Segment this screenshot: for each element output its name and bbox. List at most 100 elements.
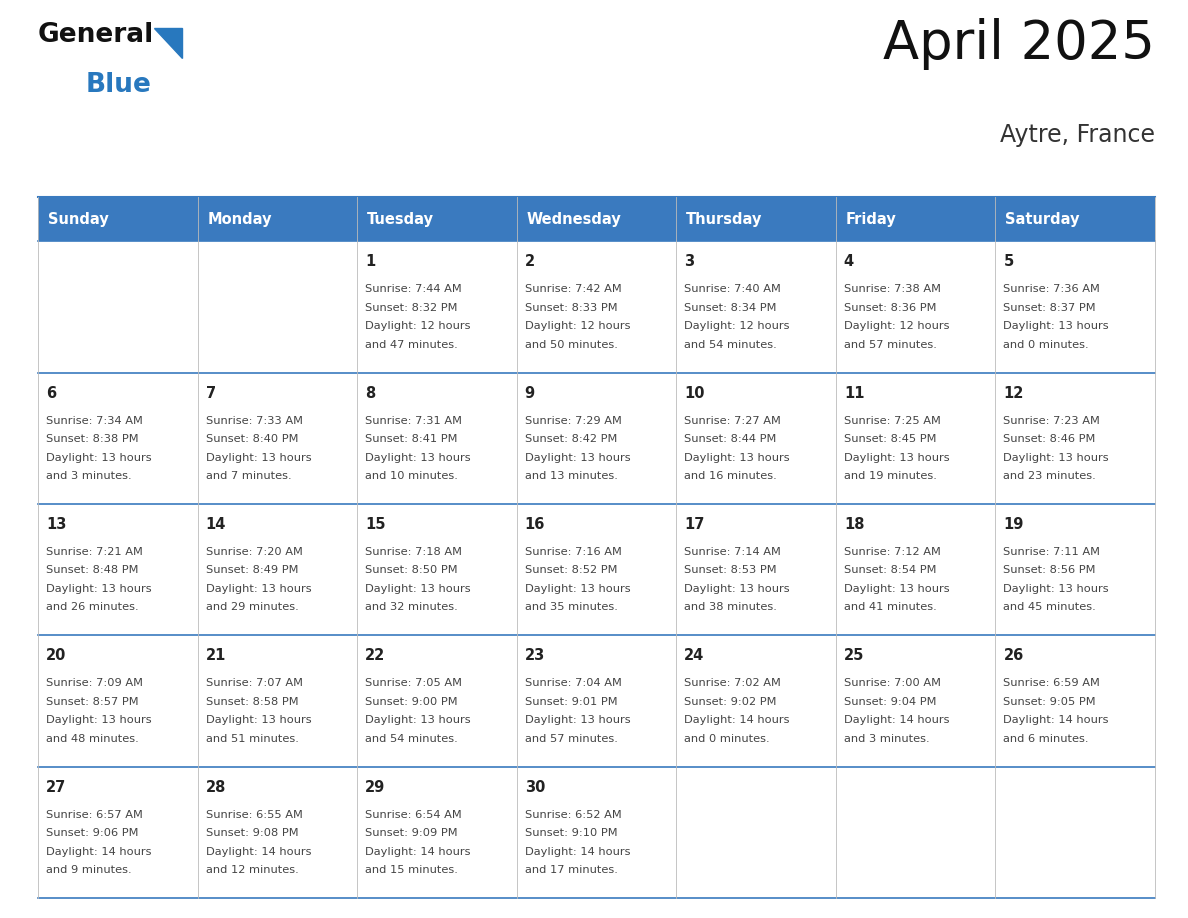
Text: and 29 minutes.: and 29 minutes. — [206, 602, 298, 612]
Text: Sunset: 8:56 PM: Sunset: 8:56 PM — [1004, 565, 1095, 576]
Bar — [197, 767, 358, 898]
Bar — [38, 197, 197, 241]
Text: Daylight: 14 hours: Daylight: 14 hours — [46, 846, 152, 856]
Text: 13: 13 — [46, 517, 67, 532]
Text: and 6 minutes.: and 6 minutes. — [1004, 733, 1089, 744]
Text: Sunset: 8:44 PM: Sunset: 8:44 PM — [684, 434, 777, 444]
Text: Daylight: 13 hours: Daylight: 13 hours — [46, 715, 152, 725]
Polygon shape — [154, 28, 182, 58]
Text: Sunrise: 7:44 AM: Sunrise: 7:44 AM — [365, 285, 462, 295]
Text: 24: 24 — [684, 648, 704, 663]
Text: Sunrise: 7:40 AM: Sunrise: 7:40 AM — [684, 285, 782, 295]
Text: 22: 22 — [365, 648, 385, 663]
Text: Daylight: 13 hours: Daylight: 13 hours — [1004, 453, 1110, 463]
Text: Sunset: 8:40 PM: Sunset: 8:40 PM — [206, 434, 298, 444]
Text: Sunrise: 7:04 AM: Sunrise: 7:04 AM — [525, 678, 621, 688]
Text: Sunset: 8:57 PM: Sunset: 8:57 PM — [46, 697, 139, 707]
Bar — [38, 241, 197, 373]
Bar — [996, 373, 1155, 504]
Text: Sunset: 9:08 PM: Sunset: 9:08 PM — [206, 828, 298, 838]
Text: Daylight: 12 hours: Daylight: 12 hours — [525, 321, 630, 331]
Text: Sunset: 9:09 PM: Sunset: 9:09 PM — [365, 828, 457, 838]
Text: Sunrise: 7:38 AM: Sunrise: 7:38 AM — [843, 285, 941, 295]
Text: Sunset: 8:46 PM: Sunset: 8:46 PM — [1004, 434, 1095, 444]
Text: Sunrise: 6:55 AM: Sunrise: 6:55 AM — [206, 810, 303, 820]
Text: Daylight: 12 hours: Daylight: 12 hours — [684, 321, 790, 331]
Bar — [517, 635, 676, 767]
Text: 7: 7 — [206, 386, 216, 400]
Text: and 15 minutes.: and 15 minutes. — [365, 865, 459, 875]
Text: 4: 4 — [843, 254, 854, 269]
Text: and 50 minutes.: and 50 minutes. — [525, 340, 618, 350]
Text: Sunrise: 7:21 AM: Sunrise: 7:21 AM — [46, 547, 143, 557]
Bar — [676, 504, 836, 635]
Text: Sunrise: 7:18 AM: Sunrise: 7:18 AM — [365, 547, 462, 557]
Text: 14: 14 — [206, 517, 226, 532]
Text: Sunset: 9:06 PM: Sunset: 9:06 PM — [46, 828, 139, 838]
Text: 12: 12 — [1004, 386, 1024, 400]
Text: 20: 20 — [46, 648, 67, 663]
Text: Sunrise: 7:14 AM: Sunrise: 7:14 AM — [684, 547, 782, 557]
Text: Daylight: 13 hours: Daylight: 13 hours — [365, 584, 470, 594]
Text: 9: 9 — [525, 386, 535, 400]
Text: Monday: Monday — [207, 212, 272, 227]
Text: Daylight: 14 hours: Daylight: 14 hours — [684, 715, 790, 725]
Text: 27: 27 — [46, 779, 67, 794]
Text: Sunrise: 7:23 AM: Sunrise: 7:23 AM — [1004, 416, 1100, 426]
Text: Wednesday: Wednesday — [526, 212, 621, 227]
Text: and 10 minutes.: and 10 minutes. — [365, 471, 459, 481]
Text: Sunset: 8:36 PM: Sunset: 8:36 PM — [843, 303, 936, 313]
Text: Sunrise: 7:02 AM: Sunrise: 7:02 AM — [684, 678, 782, 688]
Bar — [836, 504, 996, 635]
Bar — [358, 767, 517, 898]
Text: Friday: Friday — [846, 212, 896, 227]
Text: Sunset: 8:33 PM: Sunset: 8:33 PM — [525, 303, 618, 313]
Text: Sunrise: 7:12 AM: Sunrise: 7:12 AM — [843, 547, 941, 557]
Text: Sunset: 8:50 PM: Sunset: 8:50 PM — [365, 565, 457, 576]
Bar — [358, 241, 517, 373]
Text: Sunrise: 6:57 AM: Sunrise: 6:57 AM — [46, 810, 143, 820]
Bar — [676, 241, 836, 373]
Text: and 3 minutes.: and 3 minutes. — [46, 471, 132, 481]
Bar — [38, 635, 197, 767]
Text: Sunset: 9:04 PM: Sunset: 9:04 PM — [843, 697, 936, 707]
Text: Sunset: 9:00 PM: Sunset: 9:00 PM — [365, 697, 457, 707]
Text: 15: 15 — [365, 517, 386, 532]
Bar — [197, 241, 358, 373]
Text: 5: 5 — [1004, 254, 1013, 269]
Text: and 54 minutes.: and 54 minutes. — [684, 340, 777, 350]
Text: Sunrise: 7:42 AM: Sunrise: 7:42 AM — [525, 285, 621, 295]
Bar — [197, 504, 358, 635]
Text: Daylight: 13 hours: Daylight: 13 hours — [46, 453, 152, 463]
Bar — [517, 241, 676, 373]
Text: Sunset: 8:45 PM: Sunset: 8:45 PM — [843, 434, 936, 444]
Text: Daylight: 13 hours: Daylight: 13 hours — [684, 453, 790, 463]
Text: Daylight: 14 hours: Daylight: 14 hours — [1004, 715, 1108, 725]
Text: Sunrise: 7:34 AM: Sunrise: 7:34 AM — [46, 416, 143, 426]
Text: Sunset: 9:02 PM: Sunset: 9:02 PM — [684, 697, 777, 707]
Text: and 0 minutes.: and 0 minutes. — [684, 733, 770, 744]
Text: 19: 19 — [1004, 517, 1024, 532]
Bar — [836, 373, 996, 504]
Text: and 0 minutes.: and 0 minutes. — [1004, 340, 1089, 350]
Bar — [676, 373, 836, 504]
Bar — [996, 635, 1155, 767]
Text: and 57 minutes.: and 57 minutes. — [525, 733, 618, 744]
Text: 25: 25 — [843, 648, 864, 663]
Text: Sunrise: 7:00 AM: Sunrise: 7:00 AM — [843, 678, 941, 688]
Text: Aytre, France: Aytre, France — [1000, 123, 1155, 147]
Text: Daylight: 13 hours: Daylight: 13 hours — [525, 715, 631, 725]
Bar — [676, 635, 836, 767]
Text: and 45 minutes.: and 45 minutes. — [1004, 602, 1097, 612]
Text: 16: 16 — [525, 517, 545, 532]
Bar — [517, 373, 676, 504]
Text: Sunrise: 7:31 AM: Sunrise: 7:31 AM — [365, 416, 462, 426]
Text: 17: 17 — [684, 517, 704, 532]
Text: and 54 minutes.: and 54 minutes. — [365, 733, 457, 744]
Text: and 38 minutes.: and 38 minutes. — [684, 602, 777, 612]
Bar — [38, 767, 197, 898]
Text: 6: 6 — [46, 386, 56, 400]
Bar — [197, 373, 358, 504]
Text: Daylight: 13 hours: Daylight: 13 hours — [525, 584, 631, 594]
Text: 28: 28 — [206, 779, 226, 794]
